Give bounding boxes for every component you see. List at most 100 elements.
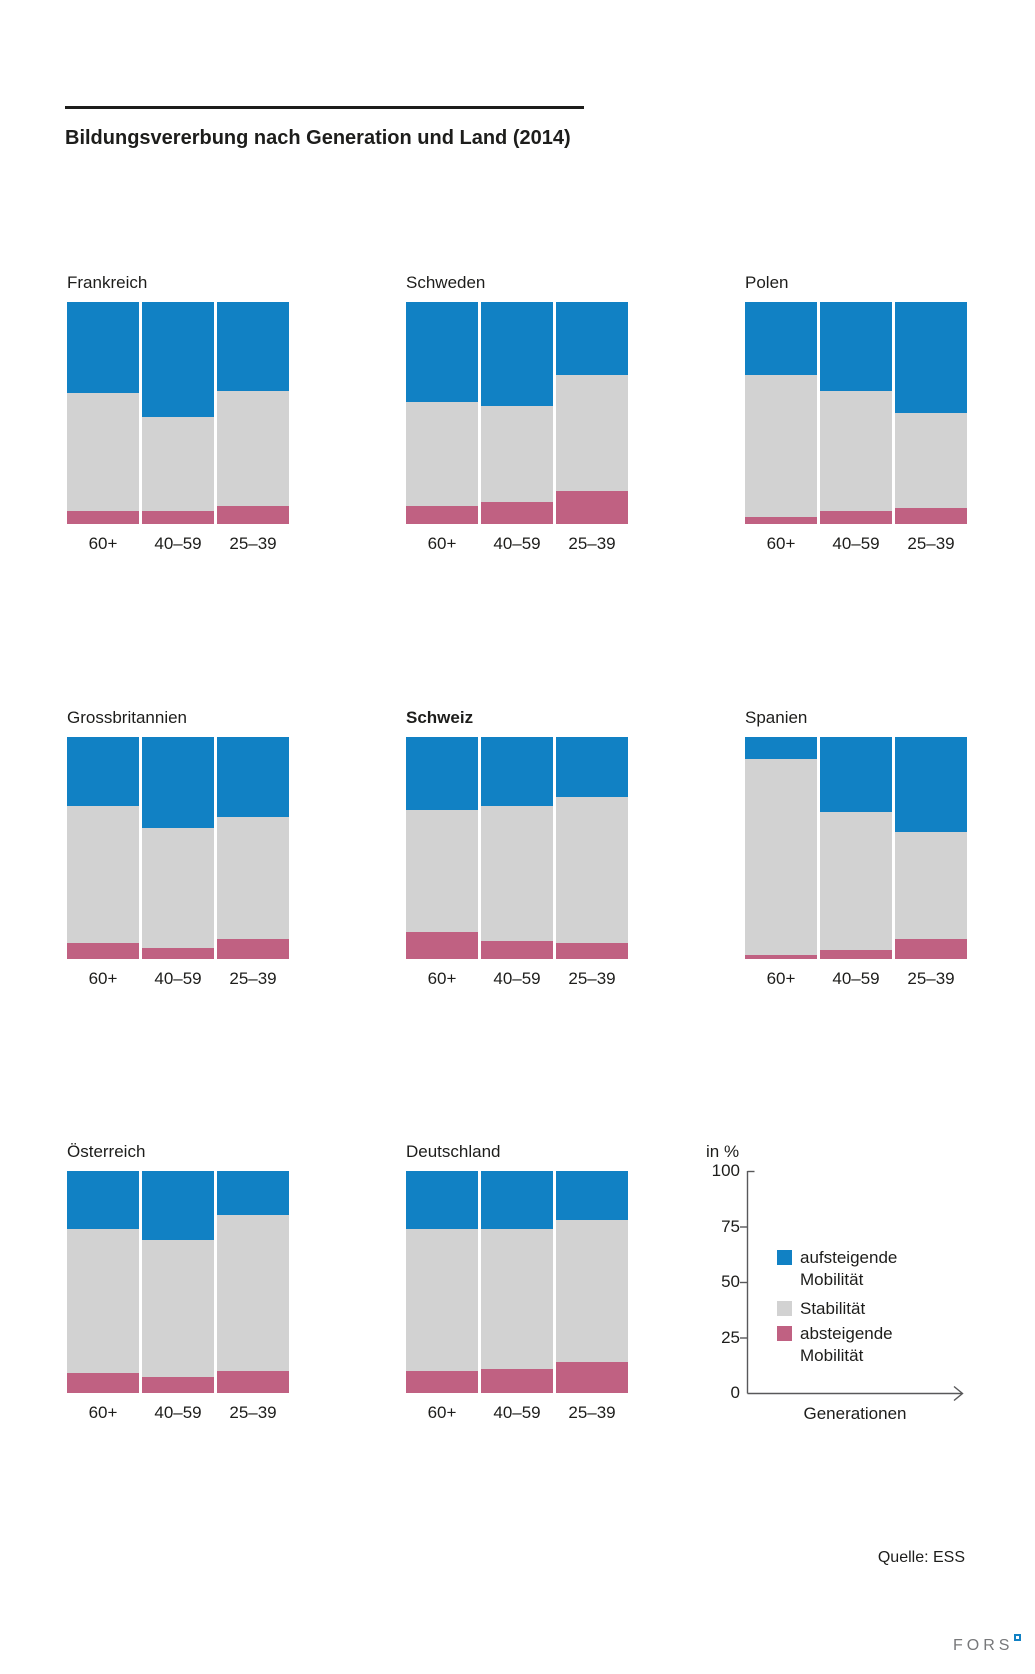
bar-grossbritannien-40-59: [142, 737, 214, 959]
segment-aufsteigende-mobilitaet: [406, 1171, 478, 1229]
bars-spanien: [745, 737, 967, 959]
x-label: 40–59: [832, 969, 880, 988]
segment-absteigende-mobilitaet: [745, 954, 817, 959]
source-note: Quelle: ESS: [877, 1549, 965, 1566]
x-label: 25–39: [907, 969, 955, 988]
segment-aufsteigende-mobilitaet: [556, 1171, 628, 1220]
x-label: 40–59: [493, 534, 541, 553]
segment-aufsteigende-mobilitaet: [217, 737, 289, 817]
bar-schweden-40-59: [481, 302, 553, 524]
bars-polen: [745, 302, 967, 524]
segment-absteigende-mobilitaet: [142, 510, 214, 524]
bars-grossbritannien: [67, 737, 289, 959]
legend-swatch-stabilitaet: [777, 1301, 792, 1316]
segment-stabilitaet: [217, 816, 289, 939]
x-labels-polen: 60+ 40–59 25–39: [745, 533, 967, 555]
bar-deutschland-25-39: [556, 1171, 628, 1393]
bar-polen-25-39: [895, 302, 967, 524]
bar-deutschland-60: [406, 1171, 478, 1393]
segment-absteigende-mobilitaet: [556, 943, 628, 959]
segment-aufsteigende-mobilitaet: [481, 1171, 553, 1229]
x-label: 25–39: [568, 969, 616, 988]
x-label: 25–39: [568, 534, 616, 553]
x-label: 60+: [88, 969, 118, 988]
segment-aufsteigende-mobilitaet: [745, 302, 817, 376]
segment-stabilitaet: [406, 810, 478, 933]
x-label: 60+: [427, 1403, 457, 1422]
x-labels-deutschland: 60+ 40–59 25–39: [406, 1402, 628, 1424]
segment-absteigende-mobilitaet: [142, 947, 214, 959]
x-labels-schweden: 60+ 40–59 25–39: [406, 533, 628, 555]
segment-stabilitaet: [481, 805, 553, 942]
x-label: 25–39: [229, 534, 277, 553]
segment-stabilitaet: [556, 375, 628, 491]
segment-aufsteigende-mobilitaet: [406, 302, 478, 402]
segment-aufsteigende-mobilitaet: [556, 737, 628, 797]
segment-absteigende-mobilitaet: [820, 510, 892, 524]
segment-aufsteigende-mobilitaet: [142, 1171, 214, 1240]
x-labels-grossbritannien: 60+ 40–59 25–39: [67, 968, 289, 990]
x-label: 40–59: [493, 969, 541, 988]
segment-stabilitaet: [142, 417, 214, 511]
bar-osterreich-25-39: [217, 1171, 289, 1393]
x-label: 25–39: [229, 1403, 277, 1422]
x-label: 60+: [766, 534, 796, 553]
x-label: 40–59: [154, 969, 202, 988]
bars-deutschland: [406, 1171, 628, 1393]
segment-stabilitaet: [217, 1215, 289, 1371]
segment-aufsteigende-mobilitaet: [820, 302, 892, 391]
x-label: 40–59: [832, 534, 880, 553]
panel-schweiz: Schweiz 60+ 40–59 25–39: [406, 707, 628, 990]
segment-stabilitaet: [556, 1219, 628, 1362]
segment-aufsteigende-mobilitaet: [67, 1171, 139, 1229]
x-label: 60+: [88, 1403, 118, 1422]
segment-aufsteigende-mobilitaet: [142, 737, 214, 829]
segment-absteigende-mobilitaet: [820, 950, 892, 959]
panel-deutschland: Deutschland 60+ 40–59 25–39: [406, 1141, 628, 1424]
x-label: 25–39: [907, 534, 955, 553]
legend-swatch-aufsteigende-mobilitaet: [777, 1250, 792, 1265]
bar-grossbritannien-25-39: [217, 737, 289, 959]
segment-stabilitaet: [217, 390, 289, 507]
segment-stabilitaet: [820, 812, 892, 951]
legend-label-aufsteigende-mobilitaet: aufsteigende Mobilität: [800, 1248, 898, 1289]
panel-title-frankreich: Frankreich: [67, 273, 148, 292]
bar-grossbritannien-60: [67, 737, 139, 959]
legend-swatch-absteigende-mobilitaet: [777, 1326, 792, 1341]
segment-aufsteigende-mobilitaet: [406, 737, 478, 811]
segment-stabilitaet: [895, 413, 967, 509]
segment-aufsteigende-mobilitaet: [820, 737, 892, 813]
segment-aufsteigende-mobilitaet: [745, 737, 817, 760]
segment-absteigende-mobilitaet: [481, 1368, 553, 1393]
bar-frankreich-25-39: [217, 302, 289, 524]
segment-aufsteigende-mobilitaet: [481, 302, 553, 407]
x-labels-osterreich: 60+ 40–59 25–39: [67, 1402, 289, 1424]
legend-panel: in % aufsteigende Mobilität Stabilität a…: [700, 1141, 1010, 1451]
x-label: 60+: [766, 969, 796, 988]
bar-schweiz-40-59: [481, 737, 553, 959]
panel-title-grossbritannien: Grossbritannien: [67, 708, 188, 727]
segment-aufsteigende-mobilitaet: [556, 302, 628, 376]
segment-stabilitaet: [67, 805, 139, 944]
legend-item-stabilitaet: Stabilität: [777, 1298, 865, 1320]
segment-absteigende-mobilitaet: [406, 506, 478, 524]
bars-schweden: [406, 302, 628, 524]
panel-title-schweiz: Schweiz: [406, 708, 474, 727]
legend-item-aufsteigende-mobilitaet: aufsteigende Mobilität: [777, 1247, 897, 1291]
segment-aufsteigende-mobilitaet: [67, 737, 139, 806]
bar-osterreich-40-59: [142, 1171, 214, 1393]
panel-frankreich: Frankreich 60+ 40–59 25–39: [67, 272, 289, 555]
legend-label-stabilitaet: Stabilität: [800, 1299, 866, 1318]
segment-absteigende-mobilitaet: [481, 501, 553, 524]
legend-item-absteigende-mobilitaet: absteigende Mobilität: [777, 1323, 893, 1367]
panel-oesterreich: Österreich 60+ 40–59 25–39: [67, 1141, 289, 1424]
x-labels-schweiz: 60+ 40–59 25–39: [406, 968, 628, 990]
segment-aufsteigende-mobilitaet: [217, 302, 289, 391]
bars-frankreich: [67, 302, 289, 524]
fors-logo-text: FORS: [953, 1637, 1014, 1654]
x-label: 60+: [427, 534, 457, 553]
x-axis-title: Generationen: [803, 1404, 907, 1423]
x-label: 60+: [88, 534, 118, 553]
legend-label-absteigende-mobilitaet: absteigende Mobilität: [800, 1324, 893, 1365]
panel-polen: Polen 60+ 40–59 25–39: [745, 272, 967, 555]
